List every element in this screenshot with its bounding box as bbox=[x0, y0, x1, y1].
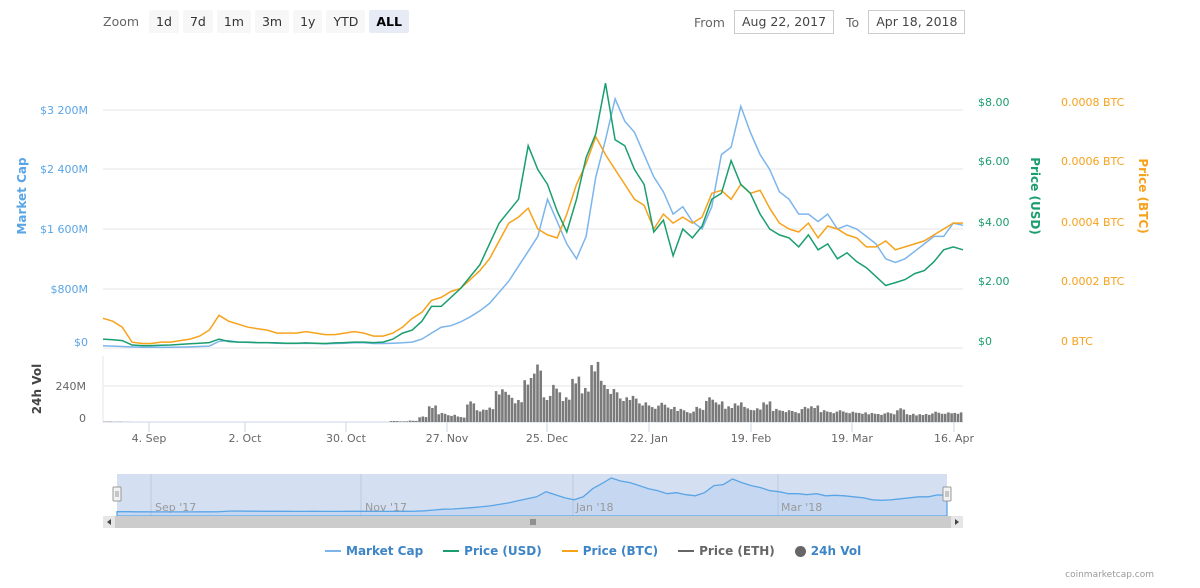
volume-tick: 240M bbox=[56, 380, 87, 393]
line-symbol-icon bbox=[561, 550, 578, 552]
price-usd-axis: $8.00 $6.00 $4.00 $2.00 $0 bbox=[978, 96, 1010, 348]
x-tick-label: 4. Sep bbox=[132, 432, 167, 445]
zoom-toolbar: Zoom 1d 7d 1m 3m 1y YTD ALL bbox=[103, 10, 409, 33]
price-btc-line[interactable] bbox=[102, 134, 963, 345]
x-tick-label: 27. Nov bbox=[426, 432, 469, 445]
zoom-1m-button[interactable]: 1m bbox=[216, 10, 251, 33]
x-axis: 4. Sep 2. Oct 30. Oct 27. Nov 25. Dec 22… bbox=[132, 422, 974, 445]
zoom-1y-button[interactable]: 1y bbox=[293, 10, 323, 33]
navigator-label: Mar '18 bbox=[781, 501, 822, 514]
legend-market-cap[interactable]: Market Cap bbox=[325, 544, 423, 558]
scrollbar[interactable] bbox=[103, 516, 963, 528]
usd-tick: $2.00 bbox=[978, 275, 1010, 288]
market-cap-line[interactable] bbox=[102, 96, 964, 349]
navigator-label: Jan '18 bbox=[575, 501, 613, 514]
btc-tick: 0 BTC bbox=[1061, 335, 1093, 348]
navigator-labels: Sep '17 Nov '17 Jan '18 Mar '18 bbox=[155, 501, 822, 514]
x-tick-label: 19. Mar bbox=[831, 432, 873, 445]
usd-tick: $4.00 bbox=[978, 216, 1010, 229]
zoom-7d-button[interactable]: 7d bbox=[182, 10, 213, 33]
legend-price-eth[interactable]: Price (ETH) bbox=[678, 544, 775, 558]
btc-tick: 0.0008 BTC bbox=[1061, 96, 1125, 109]
zoom-label: Zoom bbox=[103, 14, 140, 29]
legend-price-btc[interactable]: Price (BTC) bbox=[561, 544, 659, 558]
price-usd-axis-title: Price (USD) bbox=[1028, 157, 1042, 235]
arrow-right-icon bbox=[955, 519, 959, 525]
price-btc-axis: 0.0008 BTC 0.0006 BTC 0.0004 BTC 0.0002 … bbox=[1061, 96, 1125, 348]
volume-bars[interactable] bbox=[103, 361, 963, 423]
volume-pane bbox=[102, 356, 963, 423]
btc-tick: 0.0002 BTC bbox=[1061, 275, 1125, 288]
to-label: To bbox=[846, 14, 860, 30]
market-cap-tick: $3 200M bbox=[40, 104, 88, 117]
market-cap-tick: $1 600M bbox=[40, 223, 88, 236]
price-usd-line[interactable] bbox=[102, 83, 964, 347]
line-symbol-icon bbox=[443, 550, 460, 552]
legend: Market Cap Price (USD) Price (BTC) Price… bbox=[325, 544, 861, 558]
volume-axis: 240M 0 bbox=[56, 380, 87, 425]
zoom-ytd-button[interactable]: YTD bbox=[326, 10, 366, 33]
legend-label: Price (ETH) bbox=[699, 544, 775, 558]
navigator[interactable]: Sep '17 Nov '17 Jan '18 Mar '18 bbox=[103, 474, 963, 517]
from-label: From bbox=[694, 14, 725, 30]
usd-tick: $0 bbox=[978, 335, 992, 348]
main-grid bbox=[103, 109, 963, 349]
btc-tick: 0.0004 BTC bbox=[1061, 216, 1125, 229]
volume-tick: 0 bbox=[79, 412, 86, 425]
usd-tick: $6.00 bbox=[978, 155, 1010, 168]
from-date-input[interactable]: Aug 22, 2017 bbox=[733, 10, 835, 34]
line-symbol-icon bbox=[325, 550, 341, 552]
circle-symbol-icon bbox=[794, 545, 806, 557]
navigator-right-handle[interactable] bbox=[942, 486, 952, 502]
series-layer bbox=[102, 83, 964, 349]
scroll-left-button[interactable] bbox=[103, 516, 115, 528]
x-tick-label: 16. Apr bbox=[934, 432, 974, 445]
zoom-all-button[interactable]: ALL bbox=[369, 10, 409, 33]
legend-label: 24h Vol bbox=[810, 544, 862, 558]
legend-label: Price (BTC) bbox=[582, 544, 659, 558]
to-date-input[interactable]: Apr 18, 2018 bbox=[868, 10, 966, 34]
arrow-left-icon bbox=[107, 519, 111, 525]
navigator-line bbox=[116, 477, 948, 517]
credit-link[interactable]: coinmarketcap.com bbox=[1065, 570, 1154, 580]
legend-price-usd[interactable]: Price (USD) bbox=[443, 544, 542, 558]
navigator-label: Nov '17 bbox=[365, 501, 407, 514]
x-tick-label: 2. Oct bbox=[228, 432, 262, 445]
market-cap-tick: $2 400M bbox=[40, 163, 88, 176]
market-cap-axis-title: Market Cap bbox=[15, 157, 29, 235]
legend-label: Price (USD) bbox=[464, 544, 542, 558]
x-tick-label: 30. Oct bbox=[326, 432, 367, 445]
zoom-3m-button[interactable]: 3m bbox=[254, 10, 290, 33]
scrollbar-grip-icon bbox=[530, 519, 536, 525]
market-cap-tick: $0 bbox=[74, 336, 88, 349]
x-tick-label: 22. Jan bbox=[630, 432, 668, 445]
market-cap-axis: $3 200M $2 400M $1 600M $800M $0 bbox=[40, 104, 88, 349]
line-symbol-icon bbox=[678, 550, 695, 552]
legend-label: Market Cap bbox=[346, 544, 424, 558]
btc-tick: 0.0006 BTC bbox=[1061, 155, 1125, 168]
scroll-right-button[interactable] bbox=[951, 516, 963, 528]
legend-24h-vol[interactable]: 24h Vol bbox=[794, 544, 862, 558]
navigator-label: Sep '17 bbox=[155, 501, 196, 514]
x-tick-label: 19. Feb bbox=[731, 432, 771, 445]
market-cap-tick: $800M bbox=[51, 283, 89, 296]
x-tick-label: 25. Dec bbox=[526, 432, 568, 445]
usd-tick: $8.00 bbox=[978, 96, 1010, 109]
navigator-left-handle[interactable] bbox=[112, 486, 122, 502]
date-range: From Aug 22, 2017 To Apr 18, 2018 bbox=[694, 10, 966, 34]
volume-axis-title: 24h Vol bbox=[30, 364, 44, 414]
price-btc-axis-title: Price (BTC) bbox=[1136, 158, 1150, 233]
zoom-1d-button[interactable]: 1d bbox=[149, 10, 179, 33]
